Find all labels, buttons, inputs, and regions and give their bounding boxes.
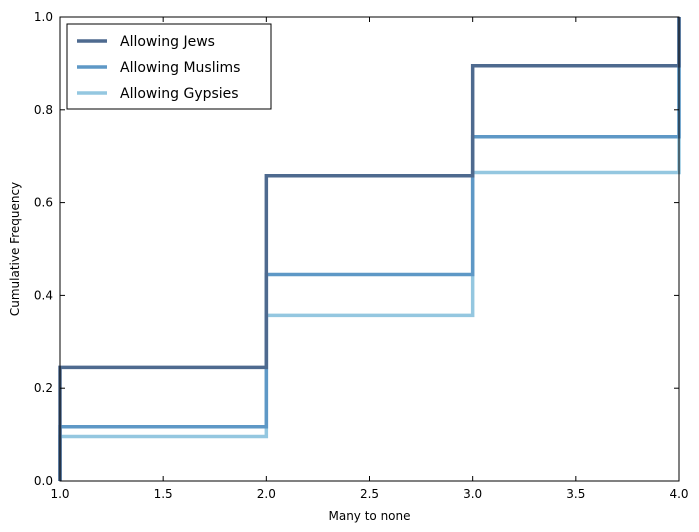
y-tick-label: 0.2: [34, 381, 53, 395]
series-line: [58, 17, 681, 481]
y-tick-label: 0.8: [34, 103, 53, 117]
x-tick-label: 4.0: [669, 487, 688, 501]
y-axis-label: Cumulative Frequency: [8, 182, 22, 316]
x-tick-label: 2.0: [257, 487, 276, 501]
y-tick-label: 0.4: [34, 288, 53, 302]
x-tick-label: 1.0: [50, 487, 69, 501]
ticks-layer: 1.0 1.5 2.0 2.5 3.0 3.5 4.0 0.0 0.2 0.4 0.6 0.8 1.0: [34, 10, 689, 501]
series-line: [58, 17, 681, 481]
y-tick-label: 1.0: [34, 10, 53, 24]
legend-label: Allowing Gypsies: [120, 86, 239, 102]
x-tick-label: 2.5: [360, 487, 379, 501]
x-tick-label: 1.5: [154, 487, 173, 501]
series-layer: [58, 17, 681, 481]
y-tick-label: 0.0: [34, 474, 53, 488]
legend: Allowing Jews Allowing Muslims Allowing Gy…: [66, 23, 272, 110]
x-axis-label: Many to none: [328, 509, 410, 523]
x-tick-label: 3.0: [463, 487, 482, 501]
legend-label: Allowing Jews: [120, 34, 215, 50]
y-tick-label: 0.6: [34, 196, 53, 210]
series-line: [58, 17, 681, 481]
legend-label: Allowing Muslims: [120, 60, 240, 76]
x-tick-label: 3.5: [566, 487, 585, 501]
